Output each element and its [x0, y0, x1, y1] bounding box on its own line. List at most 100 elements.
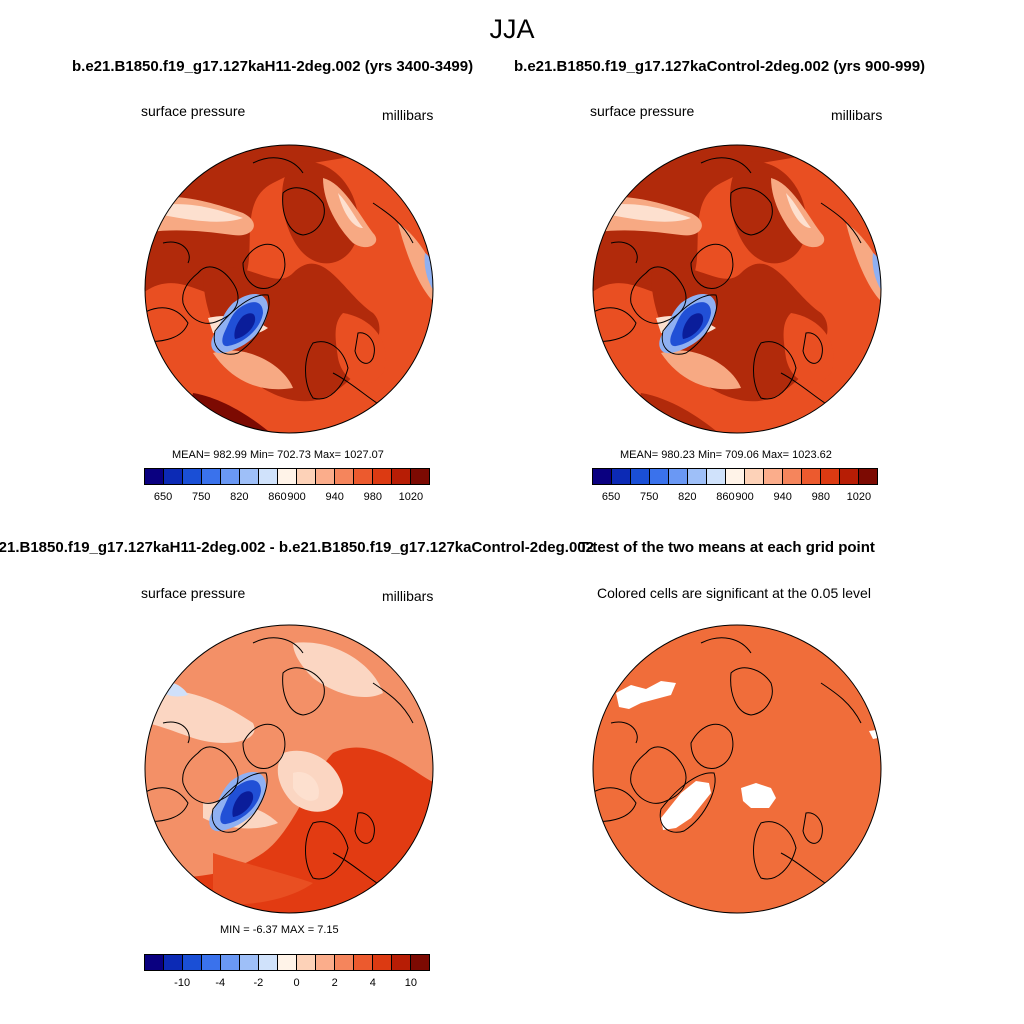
colorbar-tick-label: 940 [773, 491, 792, 503]
colorbar-swatch [859, 469, 877, 484]
colorbar-panel-2 [592, 468, 878, 485]
panel-1-field-label: surface pressure [141, 103, 246, 119]
colorbar-swatch [593, 469, 612, 484]
colorbar-tick-label: 820 [678, 491, 697, 503]
colorbar-swatch [802, 469, 821, 484]
colorbar-swatch [278, 469, 297, 484]
colorbar-swatch [278, 955, 297, 970]
colorbar-swatch [335, 469, 354, 484]
colorbar-tick-label: 900 [735, 491, 754, 503]
map-panel-3-difference [144, 624, 434, 914]
colorbar-swatch [764, 469, 783, 484]
colorbar-swatch [612, 469, 631, 484]
colorbar-panel-3 [144, 954, 430, 971]
insignificant-region [661, 781, 711, 830]
insignificant-region [616, 681, 676, 709]
panel-3-stats: MIN = -6.37 MAX = 7.15 [220, 924, 339, 936]
colorbar-tick-label: 980 [363, 491, 382, 503]
map-panel-2 [592, 144, 882, 434]
colorbar-swatch [669, 469, 688, 484]
colorbar-swatch [202, 469, 221, 484]
colorbar-swatch [202, 955, 221, 970]
colorbar-tick-label: 940 [325, 491, 344, 503]
colorbar-tick-label: 0 [293, 977, 300, 989]
colorbar-swatch [726, 469, 745, 484]
colorbar-tick-label: 860 [716, 491, 735, 503]
colorbar-tick-label: 4 [369, 977, 376, 989]
colorbar-tick-label: 10 [404, 977, 418, 989]
panel-3-field-label: surface pressure [141, 585, 246, 601]
map-frame [144, 624, 434, 914]
map-panel-1 [144, 144, 434, 434]
colorbar-swatch [240, 955, 259, 970]
colorbar-swatch [316, 955, 335, 970]
colorbar-tick-label: 900 [287, 491, 306, 503]
colorbar-swatch [783, 469, 802, 484]
colorbar-swatch [316, 469, 335, 484]
colorbar-panel-3-ticks: -10 -4 -2 0 2 4 10 [144, 977, 430, 991]
colorbar-swatch [240, 469, 259, 484]
colorbar-swatch [373, 469, 392, 484]
colorbar-tick-label: -4 [215, 977, 226, 989]
colorbar-swatch [354, 469, 373, 484]
colorbar-swatch [392, 955, 411, 970]
panel-2-field-label: surface pressure [590, 103, 695, 119]
colorbar-swatch [183, 469, 202, 484]
panel-1-unit-label: millibars [382, 107, 434, 123]
colorbar-tick-label: 1020 [846, 491, 872, 503]
colorbar-tick-label: 650 [601, 491, 621, 503]
colorbar-swatch [411, 955, 429, 970]
panel-2-stats: MEAN= 980.23 Min= 709.06 Max= 1023.62 [620, 449, 832, 461]
panel-1-stats: MEAN= 982.99 Min= 702.73 Max= 1027.07 [172, 449, 384, 461]
map-panel-4-ttest [592, 624, 882, 914]
colorbar-swatch [297, 955, 316, 970]
colorbar-swatch [411, 469, 429, 484]
colorbar-swatch [259, 955, 278, 970]
surface-pressure-field [593, 145, 881, 433]
colorbar-tick-label: 650 [153, 491, 173, 503]
colorbar-tick-label: 2 [331, 977, 338, 989]
colorbar-tick-label: 860 [268, 491, 287, 503]
colorbar-swatch [650, 469, 669, 484]
colorbar-swatch [297, 469, 316, 484]
colorbar-swatch [840, 469, 859, 484]
colorbar-swatch [821, 469, 840, 484]
colorbar-swatch [259, 469, 278, 484]
surface-pressure-field [145, 145, 433, 433]
colorbar-panel-2-ticks: 650 750 820 860 900 940 980 1020 [592, 491, 878, 505]
panel-2-unit-label: millibars [831, 107, 883, 123]
surface-pressure-difference-field [145, 625, 433, 913]
colorbar-tick-label: 1020 [398, 491, 424, 503]
coastlines [593, 157, 881, 415]
coastlines [145, 157, 433, 415]
colorbar-swatch [164, 955, 183, 970]
panel-1-heading: b.e21.B1850.f19_g17.127kaH11-2deg.002 (y… [72, 58, 474, 75]
colorbar-swatch [221, 955, 240, 970]
colorbar-tick-label: 750 [640, 491, 659, 503]
colorbar-swatch [688, 469, 707, 484]
colorbar-tick-label: -2 [253, 977, 264, 989]
colorbar-swatch [145, 469, 164, 484]
figure-title: JJA [489, 14, 535, 44]
colorbar-swatch [354, 955, 373, 970]
significance-field [593, 625, 881, 913]
colorbar-panel-1 [144, 468, 430, 485]
map-frame [592, 624, 882, 914]
colorbar-tick-label: -10 [174, 977, 191, 989]
colorbar-swatch [631, 469, 650, 484]
colorbar-swatch [221, 469, 240, 484]
insignificant-region [741, 783, 776, 808]
colorbar-swatch [707, 469, 726, 484]
colorbar-tick-label: 750 [192, 491, 211, 503]
panel-3-unit-label: millibars [382, 588, 434, 604]
panel-4-note: Colored cells are significant at the 0.0… [597, 585, 871, 601]
panel-3-heading: b.e21.B1850.f19_g17.127kaH11-2deg.002 - … [0, 539, 594, 556]
panel-4-heading: T-test of the two means at each grid poi… [579, 539, 875, 556]
colorbar-swatch [164, 469, 183, 484]
map-frame [592, 144, 882, 434]
colorbar-swatch [392, 469, 411, 484]
colorbar-tick-label: 820 [230, 491, 249, 503]
colorbar-swatch [745, 469, 764, 484]
map-frame [144, 144, 434, 434]
colorbar-swatch [145, 955, 164, 970]
